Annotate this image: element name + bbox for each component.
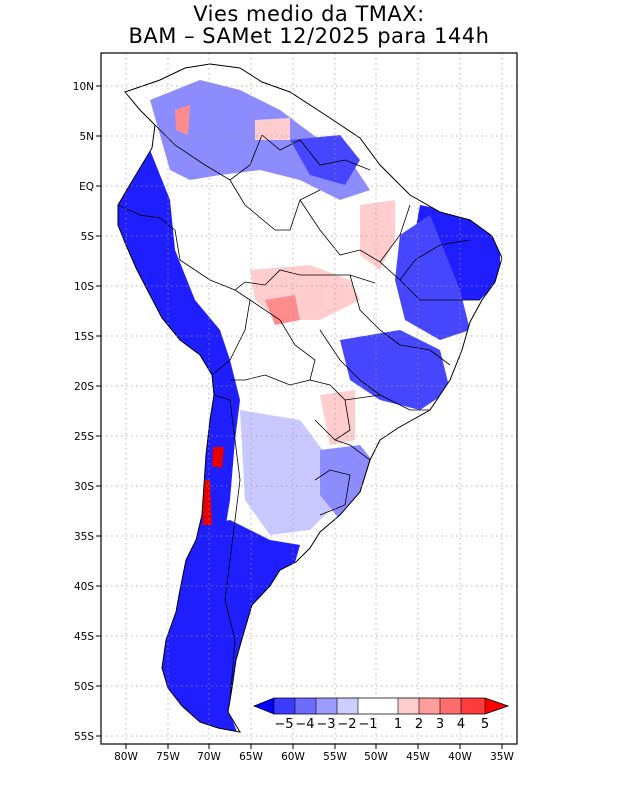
border-uruguay	[314, 469, 351, 516]
colorbar-bin	[337, 698, 358, 714]
colorbar-label: 5	[481, 717, 489, 732]
border-paraguay	[309, 379, 351, 441]
lat-tick-label: 25S	[74, 431, 94, 443]
border-colombia	[154, 124, 263, 181]
border-colombia-brazil	[229, 179, 321, 231]
colorbar-label: −5	[274, 717, 293, 732]
lat-axis: 10N 5N EQ 5S 10S 15S 20S 25S 30S 35S 40S…	[73, 81, 101, 743]
lon-tick-label: 70W	[197, 751, 221, 763]
colorbar-bin	[274, 698, 295, 714]
lon-tick-label: 45W	[406, 751, 430, 763]
grid-lines	[101, 53, 517, 744]
lon-axis: 80W 75W 70W 65W 60W 55W 50W 45W 40W 35W	[114, 744, 514, 763]
lon-tick-label: 75W	[156, 751, 180, 763]
colorbar-bin	[461, 698, 485, 714]
lon-tick-label: 35W	[490, 751, 514, 763]
country-borders	[117, 124, 480, 701]
bias-southern-cone-light	[240, 410, 340, 535]
bias-andes-hot-north	[212, 447, 224, 468]
state-border-6	[399, 344, 451, 366]
lon-tick-label: 40W	[448, 751, 472, 763]
lat-tick-label: 5N	[79, 131, 94, 143]
bias-bolivia-warm-core	[265, 295, 300, 325]
lat-tick-label: 45S	[74, 631, 94, 643]
colorbar-bin	[440, 698, 461, 714]
colorbar-label: 3	[436, 717, 444, 732]
state-border-3	[379, 204, 411, 263]
bias-andes-hot-south	[202, 480, 212, 525]
map-frame	[100, 52, 518, 745]
coastline	[117, 63, 503, 733]
colorbar-bin	[316, 698, 337, 714]
state-border-7	[344, 394, 430, 411]
lat-tick-label: 10N	[73, 81, 94, 93]
lat-tick-label: 20S	[74, 381, 94, 393]
lat-tick-label: 35S	[74, 531, 94, 543]
border-argentina-brazil	[334, 439, 371, 493]
border-peru-brazil-bolivia	[174, 229, 376, 291]
bias-southeast-brazil-cold	[340, 330, 450, 410]
lon-tick-label: 60W	[281, 751, 305, 763]
colorbar-bin	[419, 698, 440, 714]
border-chile-argentina	[213, 394, 241, 701]
lon-tick-label: 80W	[114, 751, 138, 763]
state-border-4	[399, 239, 471, 281]
colorbar-bin	[398, 698, 419, 714]
colorbar-label: 4	[457, 717, 465, 732]
colorbar-label: −3	[316, 717, 335, 732]
bias-colombia-warm	[175, 105, 190, 135]
colorbar-label: 2	[415, 717, 423, 732]
lon-tick-label: 55W	[323, 751, 347, 763]
lon-tick-label: 50W	[364, 751, 388, 763]
border-peru-bolivia-chile	[211, 289, 251, 376]
lat-tick-label: 55S	[74, 731, 94, 743]
colorbar-right-arrow	[485, 698, 508, 714]
colorbar-bin	[295, 698, 316, 714]
colorbar-label: −2	[337, 717, 356, 732]
bias-parana-warm	[320, 390, 355, 445]
lat-tick-label: EQ	[79, 181, 94, 193]
bias-patagonia-cold	[150, 520, 300, 732]
bias-east-brazil-cold	[395, 215, 470, 340]
lat-tick-label: 10S	[74, 281, 94, 293]
bias-guiana-cold	[290, 135, 360, 185]
state-border-2	[349, 274, 401, 346]
colorbar-bin	[358, 698, 398, 714]
border-venezuela-guianas	[261, 134, 371, 171]
colorbar-label: −1	[358, 717, 377, 732]
lon-tick-label: 65W	[239, 751, 263, 763]
colorbar-label: 1	[394, 717, 402, 732]
colorbar: −5 −4 −3 −2 −1 1 2 3 4 5	[252, 697, 510, 732]
lat-tick-label: 15S	[74, 331, 94, 343]
map-title-line1: Vies medio da TMAX:	[193, 2, 425, 26]
lat-tick-label: 40S	[74, 581, 94, 593]
lat-tick-label: 30S	[74, 481, 94, 493]
lat-tick-label: 50S	[74, 681, 94, 693]
map-title-line2: BAM – SAMet 12/2025 para 144h	[128, 24, 490, 48]
colorbar-label: −4	[295, 717, 314, 732]
border-ecuador-peru	[117, 204, 176, 231]
state-border-8	[319, 329, 381, 396]
lat-tick-label: 5S	[81, 231, 95, 243]
bias-venezuela-warm	[255, 118, 290, 140]
bias-para-warm	[360, 200, 395, 270]
colorbar-left-arrow	[254, 698, 274, 714]
